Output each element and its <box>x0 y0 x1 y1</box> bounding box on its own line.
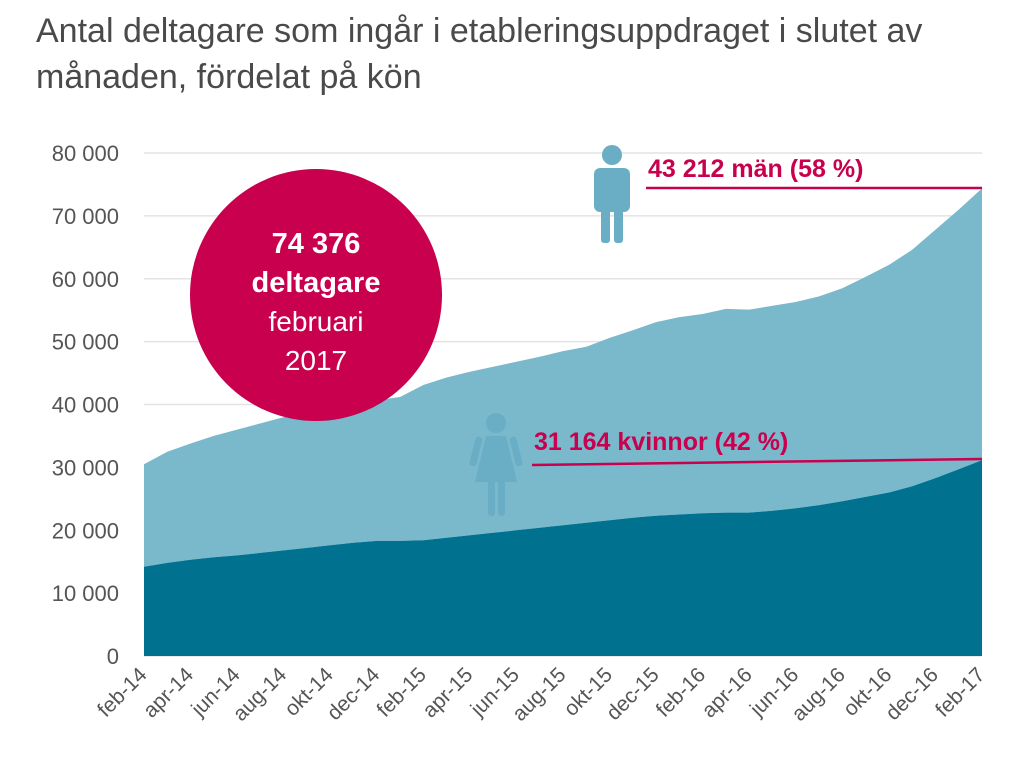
total-badge: 74 376 deltagare februari 2017 <box>190 169 442 421</box>
badge-month: februari <box>269 306 364 337</box>
x-tick-label: feb-14 <box>93 663 152 722</box>
x-tick-label: feb-17 <box>931 663 989 721</box>
series-area-kvinnor <box>144 460 982 656</box>
women-leader-line <box>531 457 983 467</box>
badge-circle <box>190 169 442 421</box>
x-tick-label: aug-16 <box>787 663 850 726</box>
man-icon <box>594 145 630 243</box>
y-tick-label: 70 000 <box>52 204 119 229</box>
x-axis: feb-14apr-14jun-14aug-14okt-14dec-14feb-… <box>93 663 989 726</box>
women-callout: 31 164 kvinnor (42 %) <box>534 428 788 456</box>
y-tick-label: 50 000 <box>52 330 119 355</box>
badge-year: 2017 <box>285 345 347 376</box>
x-tick-label: dec-14 <box>323 663 385 725</box>
series-area-man <box>144 188 982 567</box>
y-tick-label: 0 <box>107 644 119 669</box>
x-tick-label: apr-14 <box>139 663 198 722</box>
y-tick-label: 60 000 <box>52 267 119 292</box>
chart-title: Antal deltagare som ingår i etableringsu… <box>36 12 923 96</box>
x-tick-label: aug-14 <box>229 663 292 726</box>
y-tick-label: 80 000 <box>52 141 119 166</box>
y-tick-label: 20 000 <box>52 518 119 543</box>
x-tick-label: apr-16 <box>698 663 757 722</box>
woman-icon <box>469 413 523 516</box>
x-tick-label: feb-15 <box>372 663 430 721</box>
x-tick-label: aug-15 <box>508 663 571 726</box>
x-tick-label: feb-16 <box>652 663 710 721</box>
x-tick-label: dec-16 <box>881 663 943 725</box>
y-tick-label: 10 000 <box>52 581 119 606</box>
badge-total-value: 74 376 <box>272 228 361 260</box>
badge-unit: deltagare <box>252 267 381 299</box>
area-layer <box>144 188 982 656</box>
x-tick-label: dec-15 <box>602 663 664 725</box>
x-tick-label: apr-15 <box>418 663 477 722</box>
y-axis: 0 10 000 20 000 30 000 40 000 50 000 60 000 70 … <box>52 141 119 669</box>
men-callout: 43 212 män (58 %) <box>648 155 863 183</box>
y-tick-label: 40 000 <box>52 393 119 418</box>
y-tick-label: 30 000 <box>52 455 119 480</box>
